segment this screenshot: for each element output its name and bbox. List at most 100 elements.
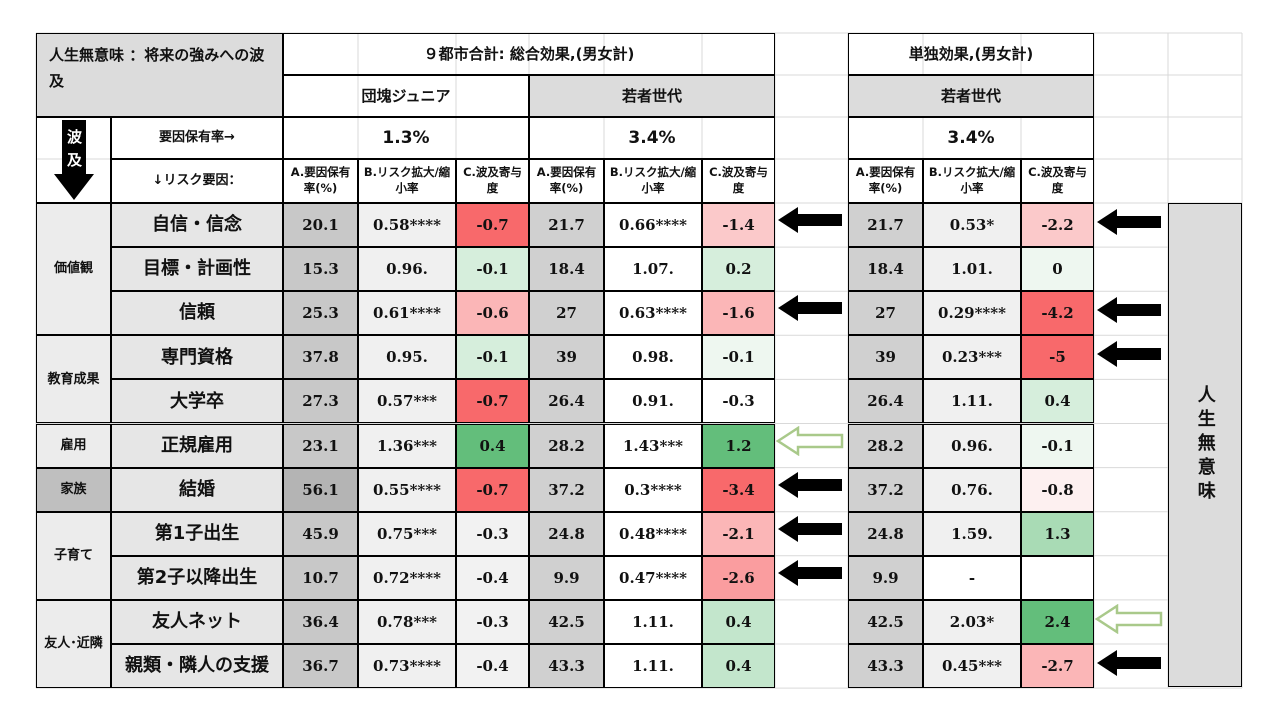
column-header-c: C.波及寄与度 <box>1021 159 1094 203</box>
rate-young: 3.4% <box>529 117 775 159</box>
cell-s_b: - <box>923 555 1021 600</box>
cell-y_c: 0.4 <box>702 644 775 689</box>
cell-y_b: 0.98. <box>604 335 702 380</box>
category-cell: 家族 <box>36 467 111 512</box>
cell-y_b: 1.11. <box>604 599 702 644</box>
cell-y_b: 1.07. <box>604 247 702 292</box>
cell-d_b: 0.95. <box>358 335 456 380</box>
cell-d_a: 56.1 <box>283 467 358 512</box>
black-left-arrow-icon <box>1097 650 1161 676</box>
cell-d_a: 25.3 <box>283 291 358 336</box>
cell-s_b: 0.29**** <box>923 291 1021 336</box>
solo-effect-header: 単独効果,(男女計) <box>848 33 1094 75</box>
column-header-a: A.要因保有率(%) <box>283 159 358 203</box>
cell-d_a: 36.4 <box>283 599 358 644</box>
cell-s_c: -5 <box>1021 335 1094 380</box>
cell-d_c: -0.4 <box>456 644 529 689</box>
cell-s_a: 9.9 <box>848 555 923 600</box>
cell-y_b: 0.3**** <box>604 467 702 512</box>
column-header-b: B.リスク拡大/縮小率 <box>604 159 702 203</box>
cell-s_b: 2.03* <box>923 599 1021 644</box>
category-cell: 価値観 <box>36 203 111 336</box>
cell-d_b: 0.58**** <box>358 203 456 248</box>
cell-s_b: 0.45*** <box>923 644 1021 689</box>
cell-d_b: 0.75*** <box>358 511 456 556</box>
cell-d_b: 0.96. <box>358 247 456 292</box>
cell-s_c: 2.4 <box>1021 599 1094 644</box>
cell-y_c: -3.4 <box>702 467 775 512</box>
table-title-text: 人生無意味 ：将来の強みへの波及 <box>49 46 265 91</box>
risk-factor-label: 大学卒 <box>111 379 283 424</box>
cell-d_b: 1.36*** <box>358 423 456 468</box>
cell-s_a: 21.7 <box>848 203 923 248</box>
cell-y_b: 0.47**** <box>604 555 702 600</box>
cell-y_b: 1.43*** <box>604 423 702 468</box>
risk-factor-label: 第1子出生 <box>111 511 283 556</box>
cell-s_b: 1.11. <box>923 379 1021 424</box>
cell-s_c: 0.4 <box>1021 379 1094 424</box>
total-effect-header: ９都市合計: 総合効果,(男女計) <box>283 33 775 75</box>
cell-s_a: 18.4 <box>848 247 923 292</box>
cell-y_b: 0.48**** <box>604 511 702 556</box>
cell-y_a: 43.3 <box>529 644 604 689</box>
cell-y_a: 9.9 <box>529 555 604 600</box>
black-left-arrow-icon <box>778 295 842 322</box>
black-left-arrow-icon <box>778 471 842 498</box>
cell-d_a: 15.3 <box>283 247 358 292</box>
cell-d_c: -0.1 <box>456 247 529 292</box>
risk-factor-label: 自信・信念 <box>111 203 283 248</box>
column-header-b: B.リスク拡大/縮小率 <box>358 159 456 203</box>
cell-s_c: 1.3 <box>1021 511 1094 556</box>
rate-dankai: 1.3% <box>283 117 529 159</box>
cell-s_b: 1.59. <box>923 511 1021 556</box>
risk-label: ↓リスク要因： <box>111 159 283 203</box>
cell-d_a: 37.8 <box>283 335 358 380</box>
cell-s_a: 28.2 <box>848 423 923 468</box>
spread-arrow-text: 波及 <box>66 128 82 169</box>
cell-y_c: -0.1 <box>702 335 775 380</box>
cell-y_c: -2.1 <box>702 511 775 556</box>
risk-factor-label: 友人ネット <box>111 599 283 644</box>
column-header-b: B.リスク拡大/縮小率 <box>923 159 1021 203</box>
cell-d_c: -0.7 <box>456 467 529 512</box>
cell-s_a: 43.3 <box>848 644 923 689</box>
category-cell: 子育て <box>36 511 111 600</box>
cell-y_b: 0.63**** <box>604 291 702 336</box>
cell-d_a: 27.3 <box>283 379 358 424</box>
cell-y_c: 0.4 <box>702 599 775 644</box>
cell-s_a: 39 <box>848 335 923 380</box>
cell-d_c: -0.3 <box>456 599 529 644</box>
risk-factor-label: 専門資格 <box>111 335 283 380</box>
cell-s_c: -4.2 <box>1021 291 1094 336</box>
cell-d_c: -0.6 <box>456 291 529 336</box>
black-left-arrow-icon <box>778 559 842 586</box>
black-left-arrow-icon <box>778 515 842 542</box>
cell-d_b: 0.72**** <box>358 555 456 600</box>
cell-s_b: 0.96. <box>923 423 1021 468</box>
cell-y_c: -2.6 <box>702 555 775 600</box>
cell-d_c: -0.3 <box>456 511 529 556</box>
category-cell: 雇用 <box>36 423 111 468</box>
spread-arrow-label: 波及 <box>37 126 112 171</box>
cell-y_a: 21.7 <box>529 203 604 248</box>
cell-d_a: 20.1 <box>283 203 358 248</box>
cell-y_a: 26.4 <box>529 379 604 424</box>
cell-y_b: 1.11. <box>604 644 702 689</box>
risk-factor-label: 信頼 <box>111 291 283 336</box>
cell-y_a: 37.2 <box>529 467 604 512</box>
cell-s_c: -0.1 <box>1021 423 1094 468</box>
cell-d_c: 0.4 <box>456 423 529 468</box>
group-young-solo: 若者世代 <box>848 75 1094 117</box>
black-left-arrow-icon <box>1097 209 1161 235</box>
cell-y_c: -1.4 <box>702 203 775 248</box>
group-dankai: 団塊ジュニア <box>283 75 529 117</box>
column-header-c: C.波及寄与度 <box>702 159 775 203</box>
cell-y_a: 39 <box>529 335 604 380</box>
risk-factor-label: 親類・隣人の支援 <box>111 644 283 689</box>
cell-d_a: 10.7 <box>283 555 358 600</box>
green-left-arrow-icon <box>1095 603 1163 634</box>
cell-d_a: 23.1 <box>283 423 358 468</box>
cell-y_a: 28.2 <box>529 423 604 468</box>
cell-s_a: 27 <box>848 291 923 336</box>
cell-y_c: -1.6 <box>702 291 775 336</box>
